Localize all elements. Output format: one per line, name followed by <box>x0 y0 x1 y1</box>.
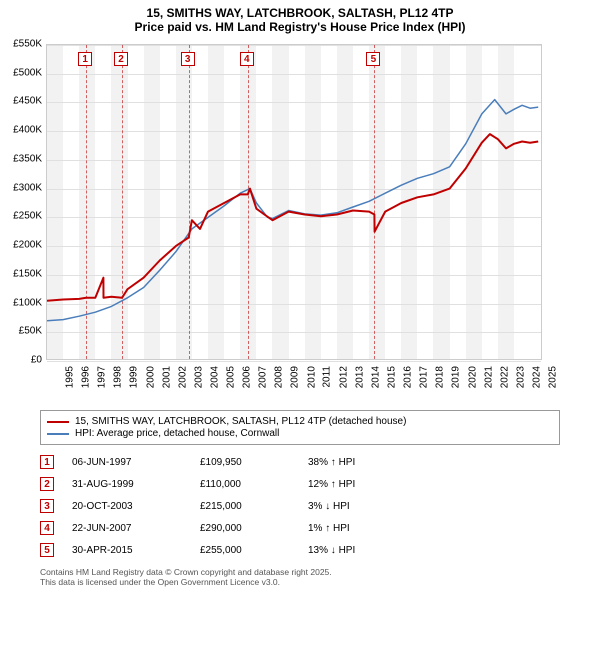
chart-marker: 1 <box>78 52 92 66</box>
x-tick-label: 2005 <box>225 366 236 388</box>
transaction-row: 3 20-OCT-2003 £215,000 3% ↓ HPI <box>40 495 560 517</box>
x-tick-label: 2023 <box>515 366 526 388</box>
y-tick-label: £250K <box>6 211 42 222</box>
x-tick-label: 2019 <box>451 366 462 388</box>
x-tick-label: 2024 <box>531 366 542 388</box>
transaction-delta: 38% ↑ HPI <box>308 457 398 468</box>
x-tick-label: 2000 <box>145 366 156 388</box>
x-tick-label: 1997 <box>96 366 107 388</box>
x-tick-label: 2010 <box>306 366 317 388</box>
transaction-date: 06-JUN-1997 <box>72 457 182 468</box>
x-tick-label: 2025 <box>547 366 558 388</box>
x-tick-label: 2009 <box>290 366 301 388</box>
transaction-delta: 3% ↓ HPI <box>308 501 398 512</box>
legend-row: HPI: Average price, detached house, Corn… <box>47 428 553 439</box>
series-svg <box>47 45 543 361</box>
transaction-marker: 2 <box>40 477 54 491</box>
y-tick-label: £400K <box>6 125 42 136</box>
transaction-row: 1 06-JUN-1997 £109,950 38% ↑ HPI <box>40 451 560 473</box>
footer-line2: This data is licensed under the Open Gov… <box>40 577 560 587</box>
series-price_paid <box>47 134 538 301</box>
footer-note: Contains HM Land Registry data © Crown c… <box>40 567 560 587</box>
legend-label: 15, SMITHS WAY, LATCHBROOK, SALTASH, PL1… <box>75 416 406 427</box>
legend-swatch <box>47 421 69 423</box>
transaction-marker: 4 <box>40 521 54 535</box>
x-tick-label: 2020 <box>467 366 478 388</box>
x-tick-label: 2002 <box>177 366 188 388</box>
transaction-price: £255,000 <box>200 545 290 556</box>
x-tick-label: 2011 <box>321 366 332 388</box>
x-tick-label: 1998 <box>113 366 124 388</box>
x-tick-label: 1995 <box>64 366 75 388</box>
x-tick-label: 2006 <box>241 366 252 388</box>
y-tick-label: £300K <box>6 182 42 193</box>
x-tick-label: 2016 <box>402 366 413 388</box>
x-tick-label: 1996 <box>80 366 91 388</box>
x-tick-label: 2001 <box>161 366 172 388</box>
transaction-marker: 1 <box>40 455 54 469</box>
title-line1: 15, SMITHS WAY, LATCHBROOK, SALTASH, PL1… <box>0 6 600 20</box>
y-tick-label: £350K <box>6 153 42 164</box>
transaction-delta: 12% ↑ HPI <box>308 479 398 490</box>
x-tick-label: 2022 <box>499 366 510 388</box>
x-tick-label: 2012 <box>338 366 349 388</box>
legend-row: 15, SMITHS WAY, LATCHBROOK, SALTASH, PL1… <box>47 416 553 427</box>
transaction-price: £109,950 <box>200 457 290 468</box>
transaction-marker: 3 <box>40 499 54 513</box>
transaction-delta: 13% ↓ HPI <box>308 545 398 556</box>
transaction-row: 2 31-AUG-1999 £110,000 12% ↑ HPI <box>40 473 560 495</box>
transaction-row: 4 22-JUN-2007 £290,000 1% ↑ HPI <box>40 517 560 539</box>
chart-marker: 3 <box>181 52 195 66</box>
legend-swatch <box>47 433 69 435</box>
transaction-row: 5 30-APR-2015 £255,000 13% ↓ HPI <box>40 539 560 561</box>
x-tick-label: 1999 <box>129 366 140 388</box>
x-tick-label: 2013 <box>354 366 365 388</box>
transaction-delta: 1% ↑ HPI <box>308 523 398 534</box>
transaction-marker: 5 <box>40 543 54 557</box>
transaction-price: £215,000 <box>200 501 290 512</box>
chart: £0 £50K £100K £150K £200K £250K £300K £350K £400… <box>6 44 546 404</box>
plot-area <box>46 44 542 360</box>
x-tick-label: 2017 <box>419 366 430 388</box>
footer-line1: Contains HM Land Registry data © Crown c… <box>40 567 560 577</box>
y-tick-label: £0 <box>6 355 42 366</box>
legend-label: HPI: Average price, detached house, Corn… <box>75 428 279 439</box>
title-block: 15, SMITHS WAY, LATCHBROOK, SALTASH, PL1… <box>0 0 600 38</box>
y-tick-label: £50K <box>6 326 42 337</box>
title-line2: Price paid vs. HM Land Registry's House … <box>0 20 600 34</box>
y-tick-label: £450K <box>6 96 42 107</box>
y-tick-label: £200K <box>6 240 42 251</box>
y-tick-label: £550K <box>6 39 42 50</box>
x-tick-label: 2021 <box>483 366 494 388</box>
y-tick-label: £100K <box>6 297 42 308</box>
x-tick-label: 2004 <box>209 366 220 388</box>
transaction-date: 31-AUG-1999 <box>72 479 182 490</box>
y-tick-label: £150K <box>6 268 42 279</box>
legend: 15, SMITHS WAY, LATCHBROOK, SALTASH, PL1… <box>40 410 560 445</box>
transaction-price: £290,000 <box>200 523 290 534</box>
transaction-date: 30-APR-2015 <box>72 545 182 556</box>
transaction-date: 22-JUN-2007 <box>72 523 182 534</box>
chart-marker: 4 <box>240 52 254 66</box>
x-tick-label: 2007 <box>257 366 268 388</box>
transactions-table: 1 06-JUN-1997 £109,950 38% ↑ HPI 2 31-AUG-199… <box>40 451 560 561</box>
x-tick-label: 2008 <box>274 366 285 388</box>
x-tick-label: 2014 <box>370 366 381 388</box>
chart-marker: 5 <box>366 52 380 66</box>
chart-marker: 2 <box>114 52 128 66</box>
transaction-price: £110,000 <box>200 479 290 490</box>
transaction-date: 20-OCT-2003 <box>72 501 182 512</box>
series-hpi <box>47 100 538 321</box>
x-tick-label: 2003 <box>193 366 204 388</box>
x-tick-label: 2018 <box>435 366 446 388</box>
y-tick-label: £500K <box>6 67 42 78</box>
x-tick-label: 2015 <box>386 366 397 388</box>
